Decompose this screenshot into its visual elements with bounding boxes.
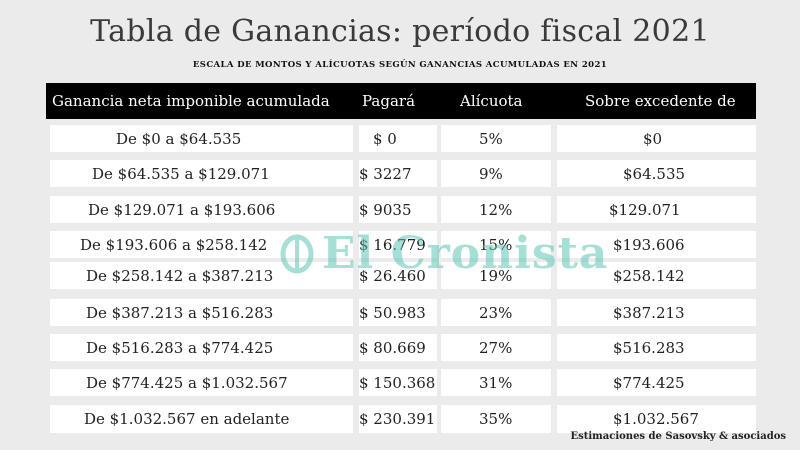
page-subtitle: ESCALA DE MONTOS Y ALÍCUOTAS SEGÚN GANAN… — [192, 60, 608, 70]
cell-text: $ 26.460 — [359, 266, 426, 285]
excedente-cell: $387.213 — [557, 299, 756, 326]
page-title: Tabla de Ganancias: período fiscal 2021 — [90, 14, 710, 49]
cell-text: De $387.213 a $516.283 — [86, 303, 274, 322]
pagara-cell: $ 50.983 — [359, 299, 437, 326]
footer-source: Estimaciones de Sasovsky & asociados — [570, 431, 786, 442]
cell-text: 5% — [479, 129, 503, 148]
table-header: Ganancia neta imponible acumulada Pagará… — [46, 83, 756, 119]
cell-text: 12% — [479, 200, 513, 219]
pagara-cell: $ 9035 — [359, 196, 437, 223]
cell-text: $774.425 — [613, 373, 685, 392]
cell-text: 23% — [479, 303, 513, 322]
alicuota-cell: 9% — [441, 160, 551, 187]
alicuota-cell: 27% — [441, 334, 551, 361]
ganancia-cell: De $129.071 a $193.606 — [50, 196, 353, 223]
alicuota-cell: 15% — [441, 231, 551, 258]
alicuota-cell: 23% — [441, 299, 551, 326]
ganancia-cell: De $516.283 a $774.425 — [50, 334, 353, 361]
cell-text: $387.213 — [613, 303, 685, 322]
pagara-cell: $ 3227 — [359, 160, 437, 187]
cell-text: De $64.535 a $129.071 — [92, 164, 270, 183]
excedente-cell: $258.142 — [557, 262, 756, 289]
ganancia-cell: De $193.606 a $258.142 — [50, 231, 353, 258]
excedente-cell: $774.425 — [557, 369, 756, 396]
alicuota-cell: 19% — [441, 262, 551, 289]
cell-text: 15% — [479, 235, 513, 254]
pagara-cell: $ 16.779 — [359, 231, 437, 258]
header-alicuota: Alícuota — [460, 92, 523, 110]
pagara-cell: $ 26.460 — [359, 262, 437, 289]
ganancia-cell: De $1.032.567 en adelante — [50, 405, 353, 433]
pagara-cell: $ 80.669 — [359, 334, 437, 361]
cell-text: $0 — [643, 129, 663, 148]
cell-text: $258.142 — [613, 266, 685, 285]
pagara-cell: $ 150.368 — [359, 369, 437, 396]
cell-text: $1.032.567 — [613, 410, 699, 428]
cell-text: De $258.142 a $387.213 — [86, 266, 274, 285]
cell-text: $ 230.391 — [359, 410, 436, 428]
cell-text: $ 9035 — [359, 200, 412, 219]
ganancia-cell: De $64.535 a $129.071 — [50, 160, 353, 187]
alicuota-cell: 31% — [441, 369, 551, 396]
excedente-cell: $1.032.567 — [557, 405, 756, 433]
pagara-cell: $ 230.391 — [359, 405, 437, 433]
excedente-cell: $129.071 — [557, 196, 756, 223]
cell-text: 19% — [479, 266, 513, 285]
cell-text: $ 50.983 — [359, 303, 426, 322]
cell-text: De $516.283 a $774.425 — [86, 338, 274, 357]
cell-text: $129.071 — [609, 200, 681, 219]
alicuota-cell: 12% — [441, 196, 551, 223]
header-pagara: Pagará — [362, 92, 416, 110]
cell-text: 35% — [479, 410, 513, 428]
cell-text: $516.283 — [613, 338, 685, 357]
ganancia-cell: De $774.425 a $1.032.567 — [50, 369, 353, 396]
cell-text: 9% — [479, 164, 503, 183]
excedente-cell: $193.606 — [557, 231, 756, 258]
cell-text: De $1.032.567 en adelante — [84, 410, 290, 428]
cell-text: $193.606 — [613, 235, 685, 254]
cell-text: De $193.606 a $258.142 — [80, 235, 268, 254]
cell-text: De $0 a $64.535 — [116, 129, 242, 148]
ganancia-cell: De $0 a $64.535 — [50, 125, 353, 152]
header-sobre-excedente: Sobre excedente de — [585, 92, 736, 110]
cell-text: $64.535 — [623, 164, 686, 183]
cell-text: $ 16.779 — [359, 235, 426, 254]
excedente-cell: $0 — [557, 125, 756, 152]
cell-text: De $774.425 a $1.032.567 — [86, 373, 288, 392]
alicuota-cell: 35% — [441, 405, 551, 433]
ganancia-cell: De $387.213 a $516.283 — [50, 299, 353, 326]
cell-text: $ 3227 — [359, 164, 412, 183]
cell-text: $ 80.669 — [359, 338, 426, 357]
cell-text: De $129.071 a $193.606 — [88, 200, 276, 219]
cell-text: 27% — [479, 338, 513, 357]
pagara-cell: $ 0 — [359, 125, 437, 152]
cell-text: $ 0 — [373, 129, 397, 148]
header-ganancia: Ganancia neta imponible acumulada — [52, 92, 330, 110]
cell-text: $ 150.368 — [359, 373, 436, 392]
excedente-cell: $516.283 — [557, 334, 756, 361]
ganancia-cell: De $258.142 a $387.213 — [50, 262, 353, 289]
alicuota-cell: 5% — [441, 125, 551, 152]
cell-text: 31% — [479, 373, 513, 392]
excedente-cell: $64.535 — [557, 160, 756, 187]
